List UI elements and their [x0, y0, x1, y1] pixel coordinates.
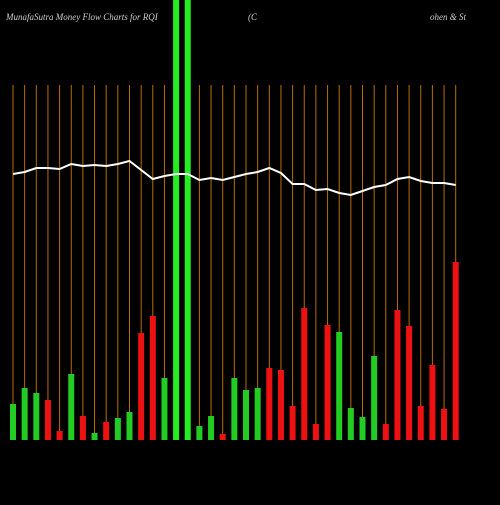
bar: [301, 308, 308, 440]
bar: [406, 326, 413, 440]
bar: [394, 310, 401, 440]
bar: [149, 316, 156, 440]
bar: [336, 332, 343, 440]
bar: [243, 390, 249, 440]
plot-area: [10, 0, 459, 440]
bar: [452, 262, 459, 440]
bar: [441, 409, 448, 440]
chart-subtitle: (C: [248, 12, 258, 22]
bar: [126, 412, 133, 440]
bar: [161, 378, 168, 440]
bar: [56, 431, 63, 440]
bar: [79, 416, 86, 440]
bar: [324, 325, 331, 440]
bar: [21, 388, 28, 440]
bar: [173, 0, 180, 440]
bar: [138, 333, 145, 440]
chart-title: MunafaSutra Money Flow Charts for RQI: [5, 12, 159, 22]
bar: [114, 418, 121, 440]
bar: [196, 426, 203, 440]
bar: [10, 404, 16, 440]
bar: [219, 434, 226, 440]
bar: [33, 393, 40, 440]
bar: [371, 356, 378, 440]
bar: [184, 0, 191, 440]
bar: [429, 365, 436, 440]
bar: [208, 416, 215, 440]
bar: [266, 368, 273, 440]
bar: [254, 388, 261, 440]
money-flow-line: [12, 159, 456, 197]
bar: [44, 400, 51, 440]
bar: [231, 378, 238, 440]
bar: [277, 370, 284, 440]
bar: [103, 422, 110, 440]
bar: [347, 408, 354, 440]
bar: [382, 424, 389, 440]
bar: [289, 406, 296, 440]
bar: [359, 417, 366, 440]
annotation: ohen & St: [430, 12, 466, 22]
bar: [417, 406, 424, 440]
bar: [312, 424, 319, 440]
bar: [91, 433, 98, 440]
bar: [68, 374, 75, 440]
